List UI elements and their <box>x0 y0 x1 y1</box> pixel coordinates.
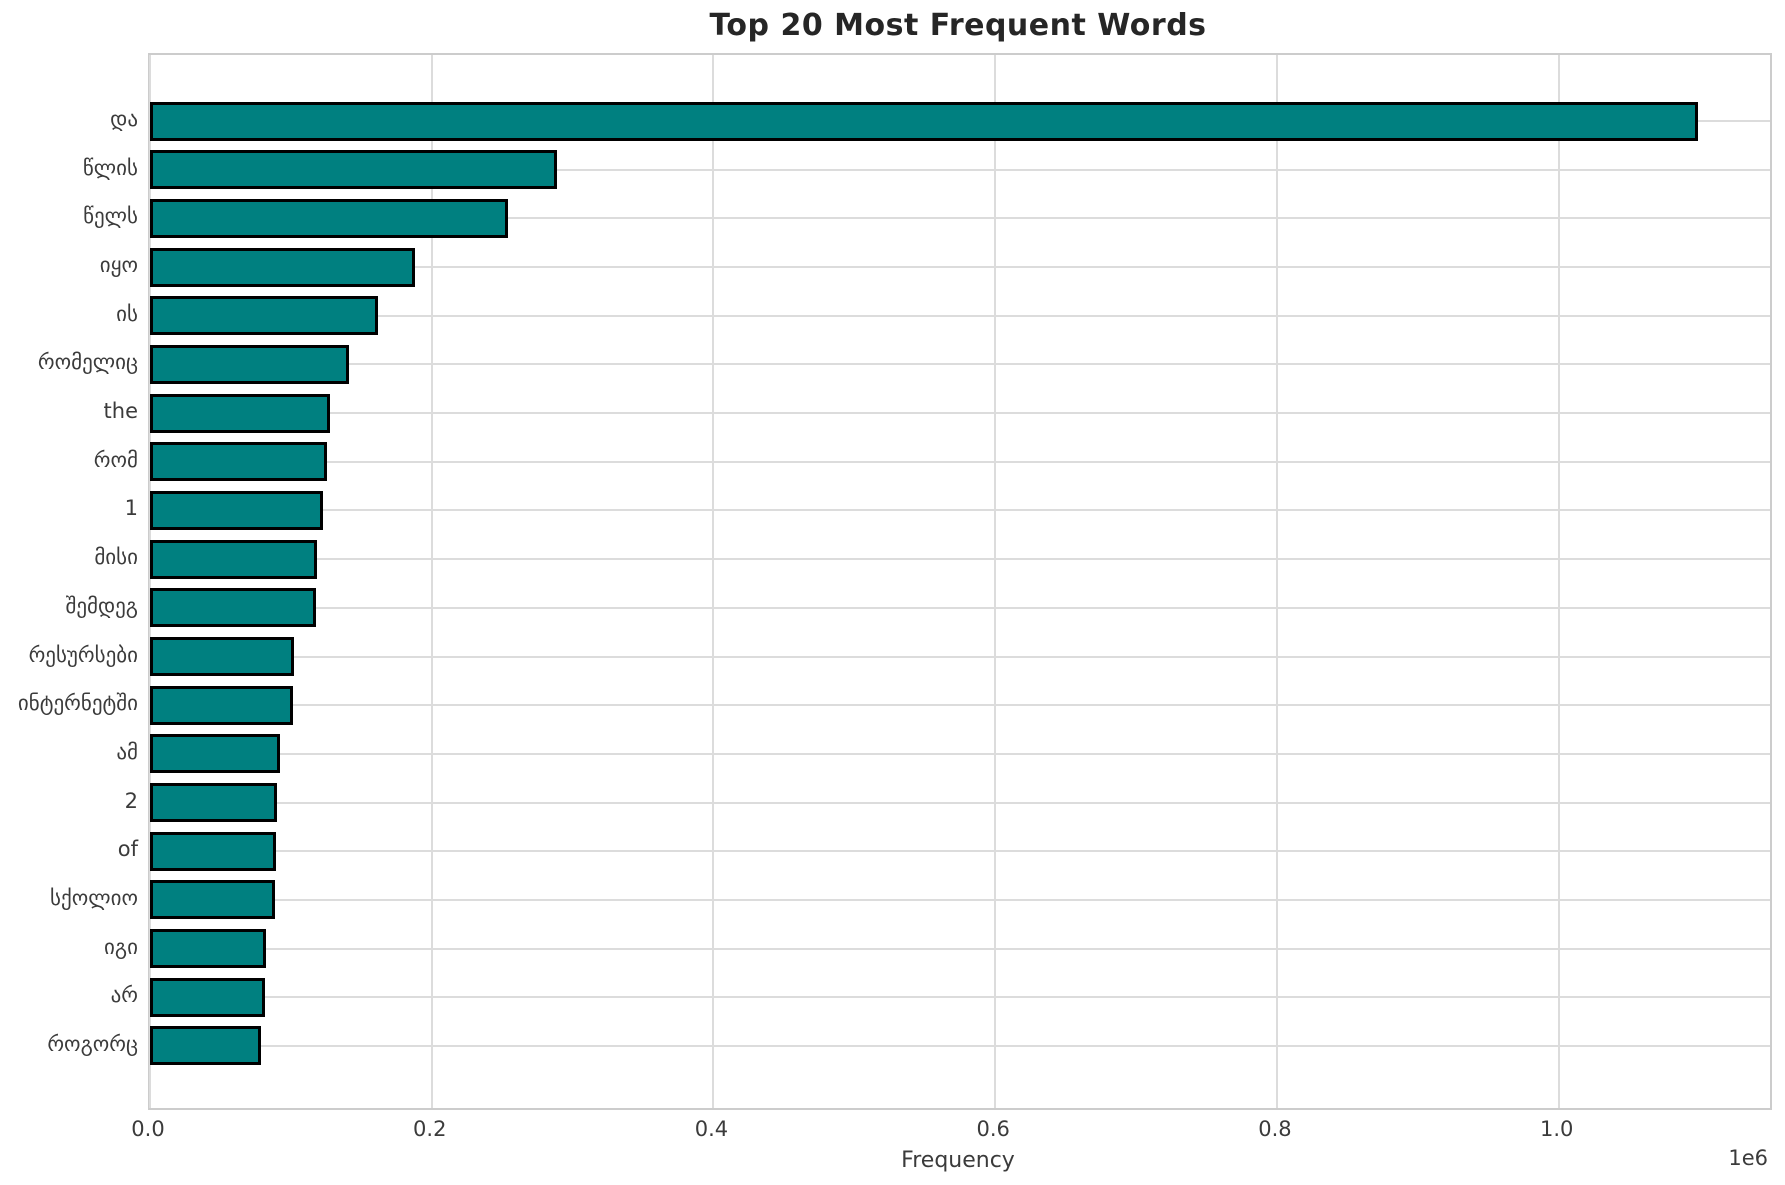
y-tick-label: მისი <box>94 545 138 570</box>
bar-იყო <box>150 247 415 287</box>
bar-ამ <box>150 734 281 774</box>
h-gridline <box>150 898 1770 901</box>
y-tick-label: წელს <box>83 204 138 229</box>
bar-the <box>150 393 331 433</box>
h-gridline <box>150 558 1770 561</box>
y-tick-label: რომელიც <box>37 350 138 375</box>
x-tick-label: 0.0 <box>131 1117 165 1141</box>
bar-როგორც <box>150 1026 262 1066</box>
y-tick-label: ამ <box>116 739 138 764</box>
v-gridline <box>1557 55 1560 1108</box>
h-gridline <box>150 168 1770 171</box>
bar-of <box>150 831 276 871</box>
bar-ის <box>150 296 379 336</box>
y-tick-label: the <box>103 399 138 424</box>
bar-სქოლიო <box>150 880 276 920</box>
y-tick-label: და <box>110 107 138 131</box>
y-tick-label: სქოლიო <box>50 885 138 910</box>
axis-offset-text: 1e6 <box>1728 1146 1768 1170</box>
h-gridline <box>150 850 1770 853</box>
x-tick-label: 0.4 <box>694 1117 729 1141</box>
v-gridline <box>1275 55 1278 1108</box>
y-tick-label: იყო <box>99 253 138 278</box>
h-gridline <box>150 509 1770 512</box>
y-tick-label: რომ <box>93 447 138 472</box>
h-gridline <box>150 801 1770 804</box>
bar-რომელიც <box>150 344 350 384</box>
bar-რესურსები <box>150 637 295 677</box>
y-tick-label: ინტერნეტში <box>17 691 138 716</box>
y-tick-label: როგორც <box>47 1031 138 1056</box>
x-tick-label: 1.0 <box>1539 1117 1574 1141</box>
bar-არ <box>150 977 266 1017</box>
h-gridline <box>150 655 1770 658</box>
h-gridline <box>150 752 1770 755</box>
bar-რომ <box>150 442 328 482</box>
bar-ინტერნეტში <box>150 685 294 725</box>
bar-2 <box>150 783 277 823</box>
y-tick-label: of <box>117 837 138 862</box>
h-gridline <box>150 947 1770 950</box>
y-tick-label: 2 <box>124 788 138 813</box>
bar-წლის <box>150 150 558 190</box>
x-tick-label: 0.2 <box>413 1117 447 1141</box>
h-gridline <box>150 996 1770 999</box>
h-gridline <box>150 266 1770 269</box>
h-gridline <box>150 704 1770 707</box>
h-gridline <box>150 314 1770 317</box>
h-gridline <box>150 412 1770 415</box>
bar-შემდეგ <box>150 588 317 628</box>
bar-და <box>150 101 1699 141</box>
x-tick-label: 0.8 <box>1258 1117 1292 1141</box>
y-tick-label: წლის <box>82 155 138 180</box>
h-gridline <box>150 460 1770 463</box>
bar-იგი <box>150 929 266 969</box>
x-axis-label: Frequency <box>901 1148 1015 1173</box>
v-gridline <box>149 55 151 1108</box>
v-gridline <box>994 55 997 1108</box>
chart-title: Top 20 Most Frequent Words <box>709 8 1207 43</box>
y-tick-label: რესურსები <box>28 642 138 667</box>
y-tick-label: არ <box>110 983 138 1008</box>
v-gridline <box>712 55 715 1108</box>
h-gridline <box>150 363 1770 366</box>
h-gridline <box>150 1044 1770 1047</box>
v-gridline <box>430 55 433 1108</box>
h-gridline <box>150 606 1770 609</box>
h-gridline <box>150 217 1770 220</box>
y-tick-label: იგი <box>104 934 138 959</box>
plot-area <box>148 53 1772 1110</box>
bar-წელს <box>150 198 508 238</box>
y-tick-label: ის <box>116 301 138 326</box>
bar-1 <box>150 490 323 530</box>
x-tick-label: 0.6 <box>976 1117 1010 1141</box>
bar-მისი <box>150 539 318 579</box>
y-tick-label: 1 <box>124 496 138 521</box>
y-tick-label: შემდეგ <box>65 593 138 618</box>
